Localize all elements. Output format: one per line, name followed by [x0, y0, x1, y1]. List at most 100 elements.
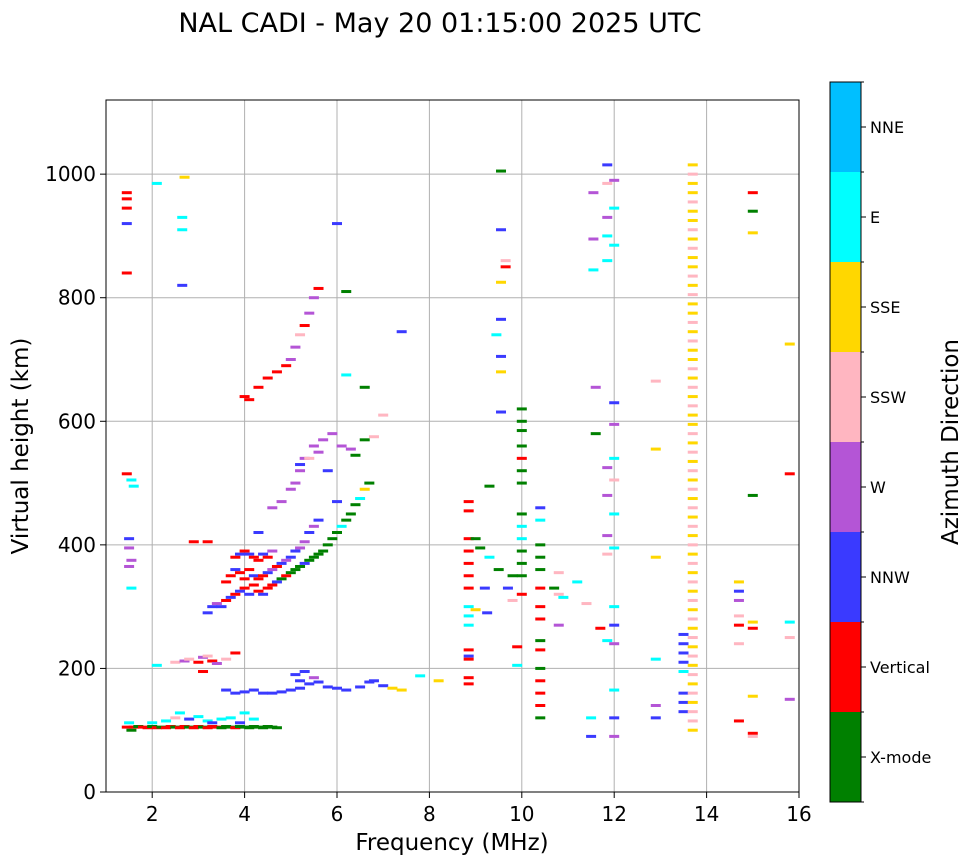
data-point-nnw	[678, 642, 689, 646]
colorbar-tick-label: X-mode	[870, 748, 931, 767]
data-point-ssw	[170, 716, 181, 720]
data-point-nnw	[225, 595, 236, 599]
colorbar-swatch	[830, 532, 861, 622]
chart-title: NAL CADI - May 20 01:15:00 2025 UTC	[178, 8, 701, 39]
x-axis-ticks: 2 4 6 8 10 12 14 16	[146, 792, 812, 826]
data-point-vertical	[535, 605, 546, 609]
data-point-ssw	[304, 456, 315, 460]
data-point-x-mode	[535, 666, 546, 670]
data-point-x-mode	[285, 571, 296, 575]
data-point-nnw	[121, 222, 132, 226]
data-point-nnw	[299, 670, 310, 674]
data-point-w	[609, 422, 620, 426]
data-point-e	[650, 657, 661, 661]
data-point-x-mode	[535, 555, 546, 559]
data-point-vertical	[202, 540, 213, 544]
data-point-sse	[687, 571, 698, 575]
data-point-ssw	[687, 385, 698, 389]
data-point-nnw	[239, 690, 250, 694]
data-point-nnw	[678, 660, 689, 664]
data-point-sse	[687, 302, 698, 306]
data-point-sse	[687, 376, 698, 380]
data-point-sse	[687, 700, 698, 704]
data-point-sse	[650, 555, 661, 559]
plot-area: 2 4 6 8 10 12 14 16 0 200 400 600 800 1000	[45, 99, 812, 826]
data-point-nnw	[234, 589, 245, 593]
data-point-nnw	[216, 605, 227, 609]
data-point-sse	[687, 459, 698, 463]
data-point-sse	[179, 175, 190, 179]
data-point-e	[239, 711, 250, 715]
data-point-nnw	[496, 317, 507, 321]
data-point-nnw	[207, 721, 218, 725]
data-point-e	[609, 512, 620, 516]
data-point-sse	[687, 311, 698, 315]
data-point-nnw	[496, 410, 507, 414]
data-point-nnw	[271, 580, 282, 584]
data-point-vertical	[221, 580, 232, 584]
data-point-nnw	[609, 623, 620, 627]
data-point-e	[225, 716, 236, 720]
data-point-vertical	[747, 191, 758, 195]
data-point-nnw	[396, 330, 407, 334]
colorbar-swatch	[830, 712, 861, 802]
data-point-x-mode	[535, 639, 546, 643]
data-point-vertical	[258, 574, 269, 578]
data-point-w	[308, 296, 319, 300]
data-point-w	[290, 481, 301, 485]
data-point-e	[463, 623, 474, 627]
data-point-sse	[687, 330, 698, 334]
data-points	[121, 163, 795, 738]
data-point-vertical	[253, 589, 264, 593]
colorbar-border	[829, 81, 862, 803]
data-point-nnw	[609, 716, 620, 720]
data-point-vertical	[281, 364, 292, 368]
data-point-w	[588, 237, 599, 241]
data-point-x-mode	[475, 546, 486, 550]
data-point-vertical	[733, 719, 744, 723]
data-point-w	[124, 564, 135, 568]
data-point-vertical	[188, 540, 199, 544]
data-point-sse	[687, 395, 698, 399]
data-point-vertical	[244, 398, 255, 402]
data-point-x-mode	[535, 543, 546, 547]
data-point-w	[609, 734, 620, 738]
data-point-nnw	[248, 688, 259, 692]
data-point-x-mode	[516, 574, 527, 578]
data-point-e	[151, 181, 162, 185]
data-point-vertical	[207, 659, 218, 663]
data-point-sse	[687, 478, 698, 482]
x-tick-label: 6	[331, 802, 344, 826]
data-point-w	[290, 345, 301, 349]
data-point-sse	[496, 370, 507, 374]
data-point-sse	[687, 191, 698, 195]
data-point-w	[281, 558, 292, 562]
data-point-nnw	[332, 500, 342, 504]
data-point-x-mode	[516, 549, 527, 553]
data-point-x-mode	[516, 419, 527, 423]
colorbar-swatch	[830, 82, 861, 172]
data-point-ssw	[687, 432, 698, 436]
data-point-x-mode	[318, 549, 329, 553]
data-point-w	[285, 358, 296, 361]
data-point-nnw	[230, 568, 241, 572]
data-point-sse	[687, 608, 698, 612]
data-point-ssw	[687, 404, 698, 408]
x-tick-label: 12	[601, 802, 626, 826]
data-point-sse	[687, 348, 698, 352]
data-point-nnw	[234, 552, 245, 556]
data-point-nnw	[602, 163, 613, 167]
data-point-vertical	[535, 679, 546, 683]
data-point-vertical	[267, 583, 278, 587]
data-point-w	[590, 385, 601, 389]
data-point-vertical	[463, 676, 474, 680]
data-point-ssw	[733, 642, 744, 646]
data-point-vertical	[262, 586, 273, 590]
data-point-vertical	[281, 574, 292, 578]
data-point-e	[126, 586, 137, 590]
data-point-ssw	[687, 691, 698, 695]
data-point-nnw	[304, 531, 315, 534]
data-point-nnw	[678, 700, 689, 704]
data-point-vertical	[747, 731, 758, 735]
data-point-ssw	[687, 293, 698, 297]
